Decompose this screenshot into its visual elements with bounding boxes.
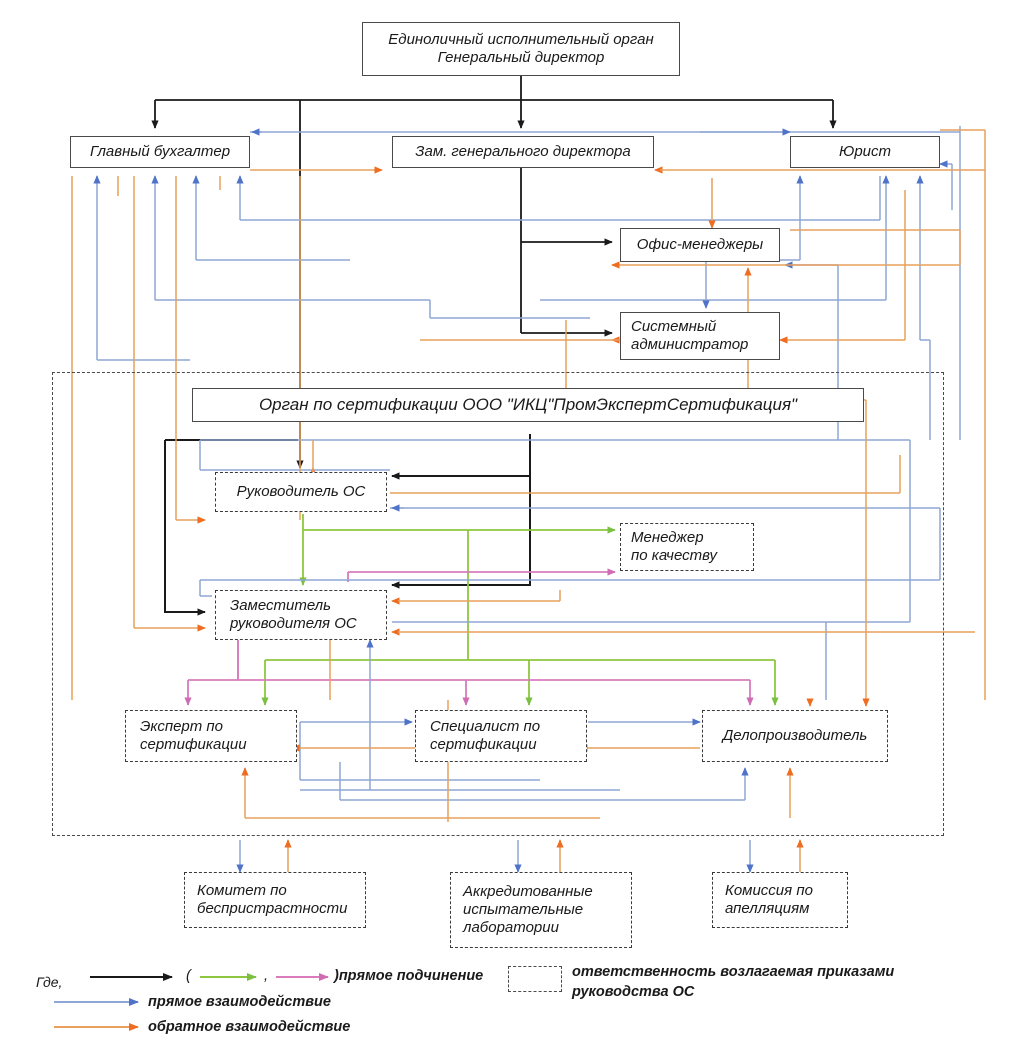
node-quality-manager-line1: Менеджер <box>631 528 704 546</box>
node-certification-specialist-line1: Специалист по <box>430 717 541 735</box>
node-system-administrator-line2: администратор <box>631 336 749 353</box>
responsibility-area-outline <box>52 372 944 836</box>
node-deputy-head-of-os-line1: Заместитель <box>230 596 332 614</box>
node-clerk[interactable]: Делопроизводитель <box>702 710 888 762</box>
legend-responsibility-box <box>508 966 562 992</box>
node-quality-manager-line2: по качеству <box>631 547 717 564</box>
legend-responsibility-line1: ответственность возлагаемая приказами <box>572 964 895 980</box>
node-accredited-labs-line1: Аккредитованные <box>463 882 593 900</box>
legend-reverse-interaction-label: обратное взаимодействие <box>148 1019 351 1035</box>
legend: Где, <box>0 950 1024 1058</box>
node-general-director-line1: Единоличный исполнительный орган <box>388 30 654 48</box>
node-appeals-commission[interactable]: Комиссия по апелляциям <box>712 872 848 928</box>
legend-direct-interaction-label: прямое взаимодействие <box>148 994 331 1010</box>
node-lawyer[interactable]: Юрист <box>790 136 940 168</box>
node-accredited-labs[interactable]: Аккредитованные испытательные лаборатори… <box>450 872 632 948</box>
node-certification-body-label: Орган по сертификации ООО "ИКЦ"ПромЭкспе… <box>258 394 798 414</box>
legend-responsibility-line2: руководства ОС <box>572 984 695 1000</box>
node-certification-specialist-line2: сертификации <box>430 736 537 753</box>
node-certification-expert[interactable]: Эксперт по сертификации <box>125 710 297 762</box>
node-certification-expert-line1: Эксперт по <box>140 717 224 735</box>
node-system-administrator-line1: Системный <box>631 317 717 335</box>
node-appeals-commission-line1: Комиссия по <box>725 881 813 899</box>
node-office-managers-label: Офис-менеджеры <box>636 235 764 253</box>
node-quality-manager[interactable]: Менеджер по качеству <box>620 523 754 571</box>
node-deputy-head-of-os-line2: руководителя ОС <box>230 615 357 632</box>
legend-subordination-open: ( <box>186 968 191 984</box>
node-certification-expert-line2: сертификации <box>140 736 247 753</box>
node-impartiality-committee-line2: беспристрастности <box>197 900 348 917</box>
node-head-of-os[interactable]: Руководитель ОС <box>215 472 387 512</box>
node-office-managers[interactable]: Офис-менеджеры <box>620 228 780 262</box>
legend-arrows <box>54 973 329 1031</box>
node-general-director-line2: Генеральный директор <box>437 49 605 66</box>
node-system-administrator[interactable]: Системный администратор <box>620 312 780 360</box>
node-accredited-labs-line3: лаборатории <box>463 919 559 937</box>
legend-subordination-label: )прямое подчинение <box>334 968 484 984</box>
node-chief-accountant[interactable]: Главный бухгалтер <box>70 136 250 168</box>
node-general-director[interactable]: Единоличный исполнительный орган Генерал… <box>362 22 680 76</box>
node-impartiality-committee[interactable]: Комитет по беспристрастности <box>184 872 366 928</box>
node-clerk-label: Делопроизводитель <box>722 726 868 744</box>
node-impartiality-committee-line1: Комитет по <box>197 881 287 899</box>
node-deputy-general-director-label: Зам. генерального директора <box>415 142 631 160</box>
node-head-of-os-label: Руководитель ОС <box>236 482 366 500</box>
node-appeals-commission-line2: апелляциям <box>725 900 810 917</box>
node-chief-accountant-label: Главный бухгалтер <box>89 142 231 160</box>
node-accredited-labs-line2: испытательные <box>463 900 584 918</box>
node-deputy-head-of-os[interactable]: Заместитель руководителя ОС <box>215 590 387 640</box>
node-lawyer-label: Юрист <box>838 142 892 160</box>
legend-subordination-comma: , <box>264 968 269 984</box>
legend-where-label: Где, <box>36 974 63 990</box>
node-certification-body[interactable]: Орган по сертификации ООО "ИКЦ"ПромЭкспе… <box>192 388 864 422</box>
node-deputy-general-director[interactable]: Зам. генерального директора <box>392 136 654 168</box>
node-certification-specialist[interactable]: Специалист по сертификации <box>415 710 587 762</box>
